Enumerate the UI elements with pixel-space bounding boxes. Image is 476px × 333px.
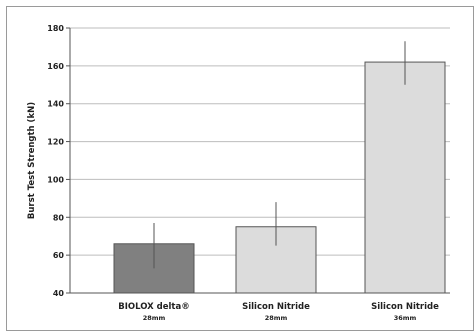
x-tick-sublabel: 36mm — [394, 314, 417, 322]
x-tick-labels: BIOLOX delta® 28mm Silicon Nitride 28mm Sili… — [118, 302, 439, 322]
axes — [69, 28, 450, 294]
x-tick-label: Silicon Nitride — [242, 302, 310, 312]
x-tick-sublabel: 28mm — [143, 314, 166, 322]
error-bars — [153, 41, 406, 269]
y-tick-label: 180 — [47, 24, 64, 33]
y-tick-label: 160 — [47, 62, 64, 71]
x-tick-label: Silicon Nitride — [371, 302, 439, 312]
y-tick-label: 60 — [53, 251, 65, 260]
y-tick-label: 120 — [47, 138, 64, 147]
x-tick-sublabel: 28mm — [265, 314, 288, 322]
y-tick-labels: 40 60 80 100 120 140 160 180 — [47, 24, 64, 298]
bars — [113, 61, 446, 294]
bar — [364, 61, 446, 294]
y-tick-label: 40 — [53, 289, 65, 298]
x-tick-label: BIOLOX delta® — [118, 302, 189, 312]
y-tick-label: 100 — [47, 175, 64, 184]
y-tick-label: 80 — [53, 213, 65, 222]
y-axis-label: Burst Test Strength (kN) — [27, 102, 37, 219]
y-tick-label: 140 — [47, 100, 64, 109]
